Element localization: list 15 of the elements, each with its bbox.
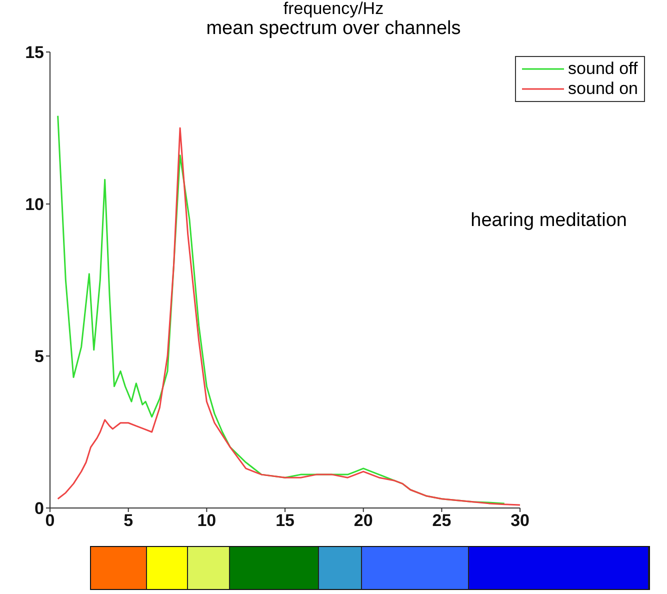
x-tick-label: 20 <box>354 511 373 530</box>
x-tick-label: 5 <box>124 511 134 530</box>
y-tick-label: 5 <box>34 347 44 366</box>
legend-label: sound off <box>568 59 638 79</box>
legend-label: sound on <box>568 79 638 99</box>
x-tick-label: 15 <box>276 511 294 530</box>
x-tick-label: 10 <box>197 511 216 530</box>
x-tick-label: 30 <box>510 511 530 530</box>
y-tick-label: 0 <box>34 499 44 518</box>
annotation: hearing meditation <box>470 210 627 232</box>
y-tick-label: 10 <box>25 195 44 214</box>
chart-subtitle: mean spectrum over channels <box>205 18 462 41</box>
chart-title: frequency/Hz <box>282 0 385 18</box>
y-tick-label: 15 <box>25 43 44 62</box>
x-tick-label: 25 <box>432 511 452 530</box>
